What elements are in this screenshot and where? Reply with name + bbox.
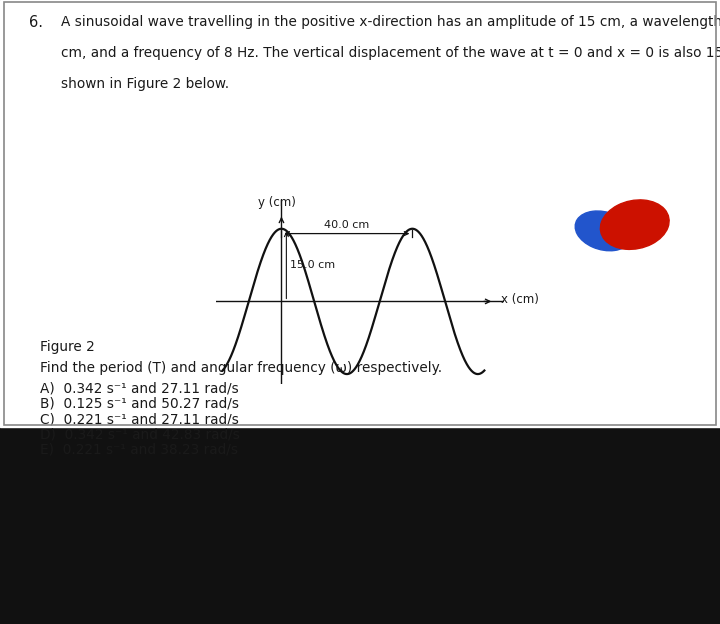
Text: D)  0.342 s⁻¹ and 42.83 rad/s: D) 0.342 s⁻¹ and 42.83 rad/s [40, 427, 240, 441]
Ellipse shape [600, 200, 669, 250]
Text: y (cm): y (cm) [258, 197, 295, 210]
Text: A)  0.342 s⁻¹ and 27.11 rad/s: A) 0.342 s⁻¹ and 27.11 rad/s [40, 381, 238, 395]
Text: A sinusoidal wave travelling in the positive x-direction has an amplitude of 15 : A sinusoidal wave travelling in the posi… [61, 15, 720, 29]
Text: E)  0.221 s⁻¹ and 38.23 rad/s: E) 0.221 s⁻¹ and 38.23 rad/s [40, 443, 238, 457]
Text: 6.: 6. [29, 15, 42, 30]
Text: 15.0 cm: 15.0 cm [289, 260, 335, 270]
Text: Figure 2: Figure 2 [40, 340, 94, 354]
Text: Find the period (T) and angular frequency (ω) respectively.: Find the period (T) and angular frequenc… [40, 361, 442, 375]
Ellipse shape [575, 211, 632, 251]
Text: shown in Figure 2 below.: shown in Figure 2 below. [61, 77, 230, 90]
Text: x (cm): x (cm) [500, 293, 539, 306]
Text: C)  0.221 s⁻¹ and 27.11 rad/s: C) 0.221 s⁻¹ and 27.11 rad/s [40, 412, 238, 426]
Text: 40.0 cm: 40.0 cm [324, 220, 369, 230]
Text: B)  0.125 s⁻¹ and 50.27 rad/s: B) 0.125 s⁻¹ and 50.27 rad/s [40, 397, 238, 411]
Text: cm, and a frequency of 8 Hz. The vertical displacement of the wave at t = 0 and : cm, and a frequency of 8 Hz. The vertica… [61, 46, 720, 60]
